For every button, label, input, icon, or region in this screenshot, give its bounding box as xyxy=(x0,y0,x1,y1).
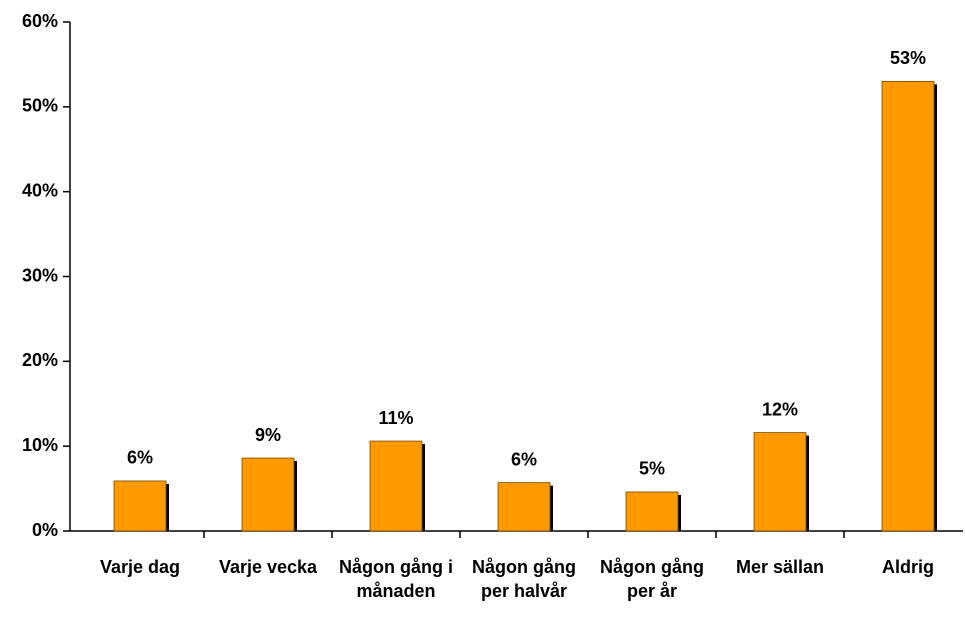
bar xyxy=(241,457,295,532)
value-label: 53% xyxy=(890,48,926,68)
y-tick-label: 40% xyxy=(22,180,58,200)
y-tick-label: 0% xyxy=(32,520,58,540)
bar xyxy=(369,440,423,532)
y-tick-label: 50% xyxy=(22,96,58,116)
value-label: 6% xyxy=(511,449,537,469)
x-tick-label: Varje dag xyxy=(99,557,181,577)
value-label: 5% xyxy=(639,459,665,479)
value-label: 9% xyxy=(255,425,281,445)
x-tick-label: Mer sällan xyxy=(735,557,825,577)
x-tick-label: Någon gång per år xyxy=(600,557,704,601)
bar xyxy=(881,80,935,532)
bar xyxy=(753,432,807,532)
x-tick-label: Varje vecka xyxy=(218,557,318,577)
value-label: 12% xyxy=(762,399,798,419)
y-tick-label: 60% xyxy=(22,11,58,31)
y-tick-label: 30% xyxy=(22,265,58,285)
bar xyxy=(497,482,551,532)
x-tick-label: Någon gång per halvår xyxy=(472,557,576,601)
bar xyxy=(625,491,679,532)
y-tick-label: 10% xyxy=(22,435,58,455)
x-tick-label: Aldrig xyxy=(882,557,934,577)
x-tick-label: Någon gång i månaden xyxy=(339,557,453,601)
y-tick-label: 20% xyxy=(22,350,58,370)
value-label: 6% xyxy=(127,448,153,468)
value-label: 11% xyxy=(378,408,413,428)
bar xyxy=(113,480,167,532)
